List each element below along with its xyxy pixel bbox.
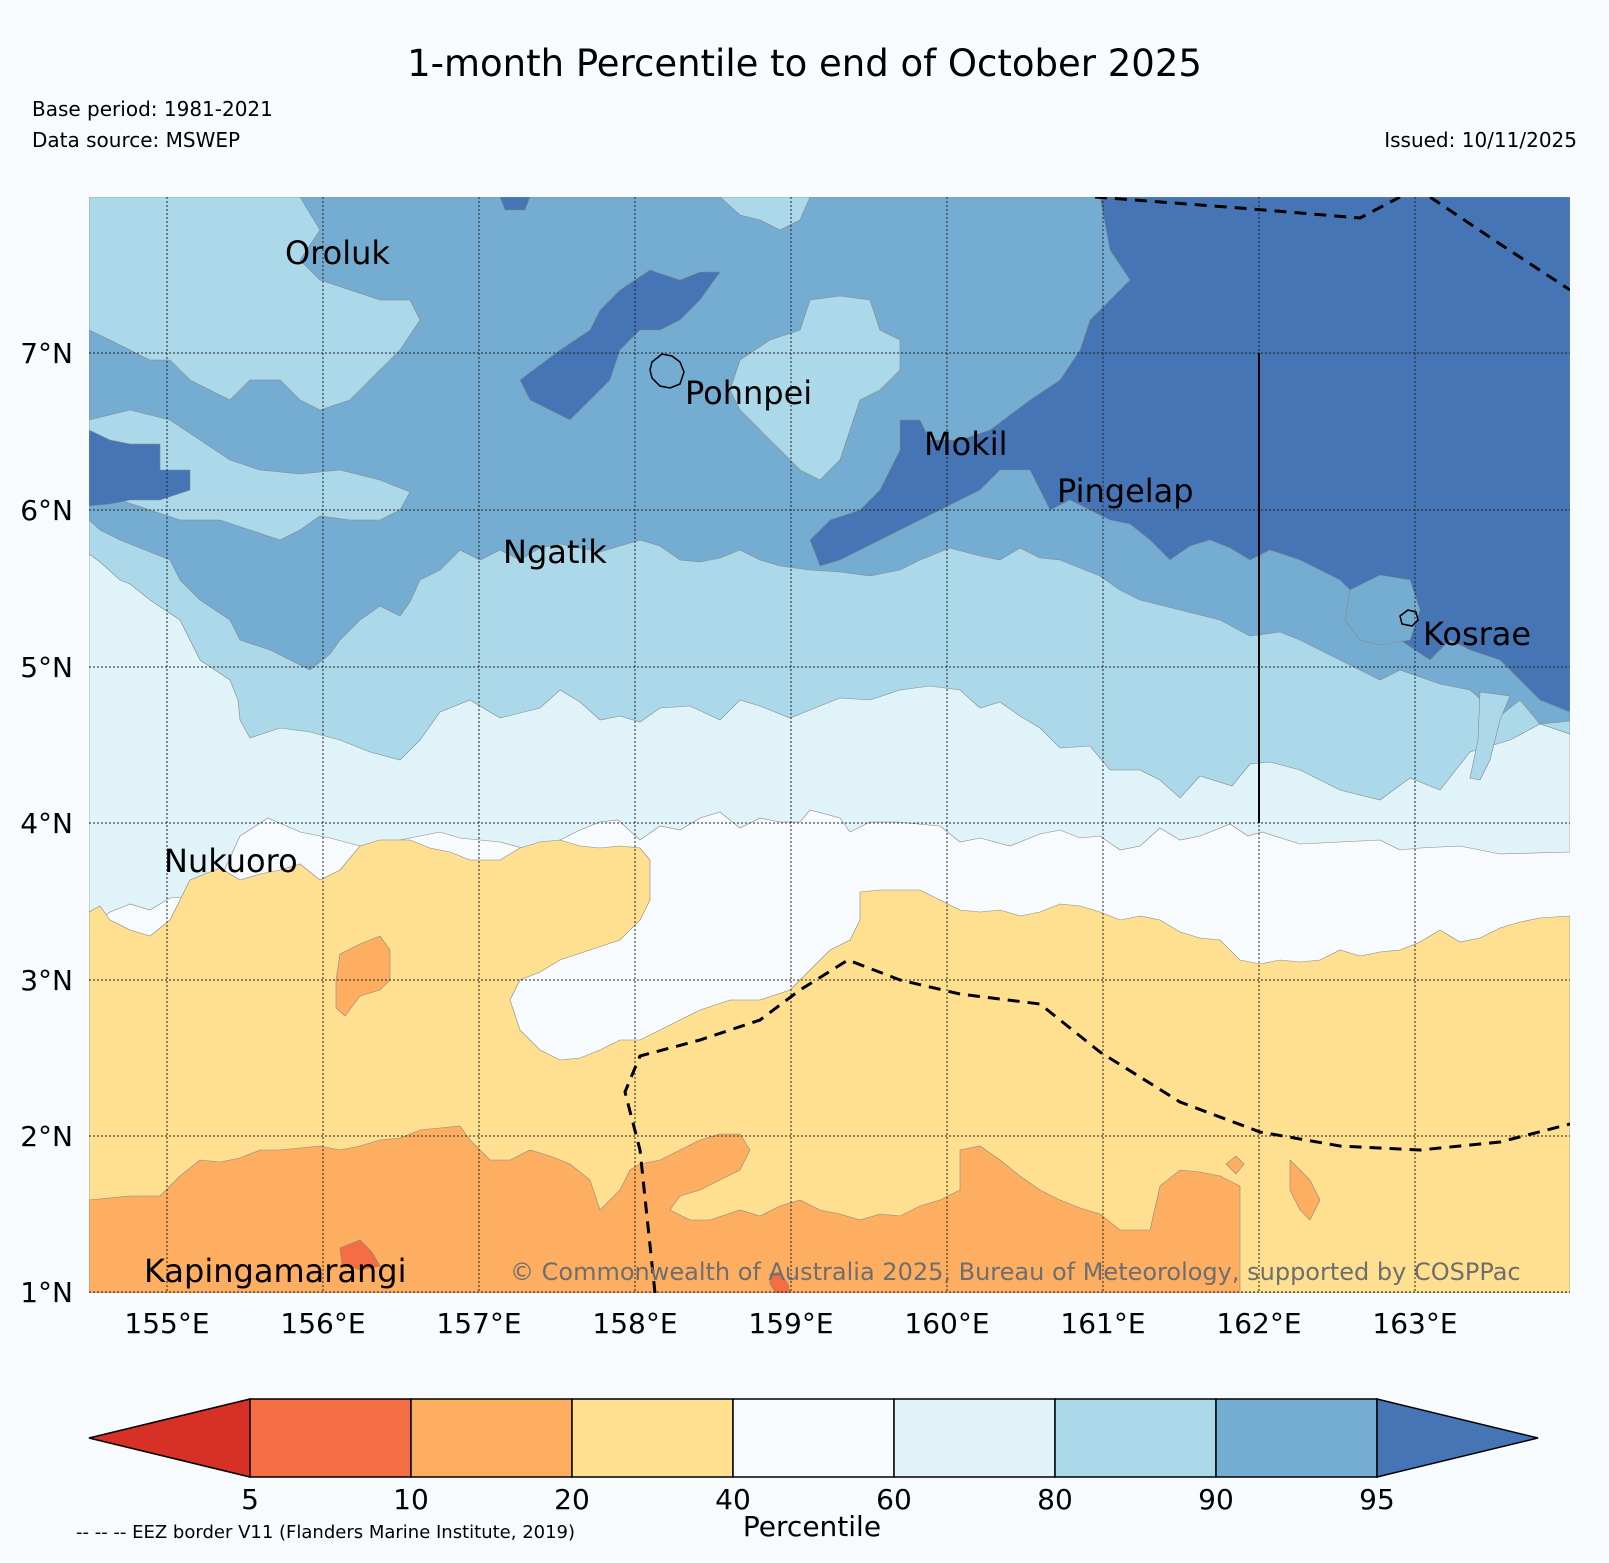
- colorbar-bin: [732, 1398, 895, 1478]
- lat-tick-label: 4°N: [20, 807, 73, 840]
- colorbar-tick-label: 80: [1037, 1483, 1073, 1516]
- lat-tick-label: 1°N: [20, 1276, 73, 1309]
- colorbar-tick-label: 10: [393, 1483, 429, 1516]
- patch-10-20-east: [1289, 1159, 1321, 1221]
- lon-tick-label: 159°E: [748, 1307, 833, 1340]
- patch-80-90-pohnpei: [729, 295, 901, 481]
- patch-5-10-center: [769, 1271, 791, 1293]
- colorbar-bin: [571, 1398, 734, 1478]
- lat-tick-label: 3°N: [20, 964, 73, 997]
- place-label-nukuoro: Nukuoro: [164, 842, 298, 880]
- data-source: Data source: MSWEP: [32, 128, 241, 152]
- patch-80-90-north: [89, 197, 421, 411]
- lon-tick-label: 162°E: [1216, 1307, 1301, 1340]
- eez-legend-note: -- -- -- EEZ border V11 (Flanders Marine…: [76, 1522, 576, 1543]
- lon-tick-label: 160°E: [904, 1307, 989, 1340]
- lon-tick-label: 161°E: [1060, 1307, 1145, 1340]
- colorbar: [88, 1398, 1539, 1478]
- colorbar-tick-label: 20: [554, 1483, 590, 1516]
- lon-tick-label: 155°E: [124, 1307, 209, 1340]
- place-label-oroluk: Oroluk: [285, 234, 390, 272]
- place-label-ngatik: Ngatik: [503, 533, 607, 571]
- issued-date: Issued: 10/11/2025: [1384, 128, 1577, 152]
- place-label-kosrae: Kosrae: [1423, 615, 1531, 653]
- band-above-95-west: [89, 429, 191, 507]
- lat-tick-label: 6°N: [20, 494, 73, 527]
- patch-above-95-top: [499, 197, 531, 211]
- kosrae-outline: [1399, 609, 1419, 627]
- patch-5-10-kapinga: [339, 1239, 381, 1271]
- map-title: 1-month Percentile to end of October 202…: [407, 42, 1202, 85]
- lat-tick-label: 5°N: [20, 651, 73, 684]
- lon-tick-label: 163°E: [1372, 1307, 1457, 1340]
- base-period: Base period: 1981-2021: [32, 97, 273, 121]
- colorbar-bin: [1054, 1398, 1217, 1478]
- colorbar-tick-label: 95: [1359, 1483, 1395, 1516]
- place-label-kapingamarangi: Kapingamarangi: [144, 1252, 406, 1290]
- colorbar-tick-label: 60: [876, 1483, 912, 1516]
- lon-tick-label: 158°E: [592, 1307, 677, 1340]
- lon-tick-label: 156°E: [280, 1307, 365, 1340]
- colorbar-bin: [1215, 1398, 1378, 1478]
- colorbar-extend-high: [1376, 1398, 1539, 1478]
- colorbar-tick-label: 5: [241, 1483, 259, 1516]
- place-label-pohnpei: Pohnpei: [685, 374, 812, 412]
- eez-border: [623, 197, 1570, 1293]
- colorbar-bin: [893, 1398, 1056, 1478]
- colorbar-label: Percentile: [742, 1510, 882, 1543]
- band-10-20: [89, 1125, 1241, 1293]
- lat-tick-label: 7°N: [20, 337, 73, 370]
- colorbar-bin: [249, 1398, 412, 1478]
- colorbar-extend-low: [88, 1398, 251, 1478]
- lon-tick-label: 157°E: [436, 1307, 521, 1340]
- pohnpei-outline: [649, 353, 685, 389]
- place-label-mokil: Mokil: [924, 425, 1008, 463]
- colorbar-tick-label: 40: [715, 1483, 751, 1516]
- place-label-pingelap: Pingelap: [1057, 472, 1194, 510]
- colorbar-bin: [410, 1398, 573, 1478]
- colorbar-tick-label: 90: [1198, 1483, 1234, 1516]
- copyright-note: © Commonwealth of Australia 2025, Bureau…: [510, 1258, 1521, 1286]
- patch-90-95-kosrae: [1344, 574, 1421, 646]
- patch-80-90-oroluk: [89, 409, 411, 541]
- percentile-field: [89, 197, 1570, 1293]
- lat-tick-label: 2°N: [20, 1120, 73, 1153]
- band-above-95-pohnpei: [519, 269, 721, 421]
- patch-10-20-east-small: [1225, 1155, 1245, 1175]
- patch-80-90-top: [719, 197, 811, 231]
- patch-10-20-nukuoro: [335, 935, 391, 1017]
- patch-80-90-kosrae-south: [1469, 691, 1511, 781]
